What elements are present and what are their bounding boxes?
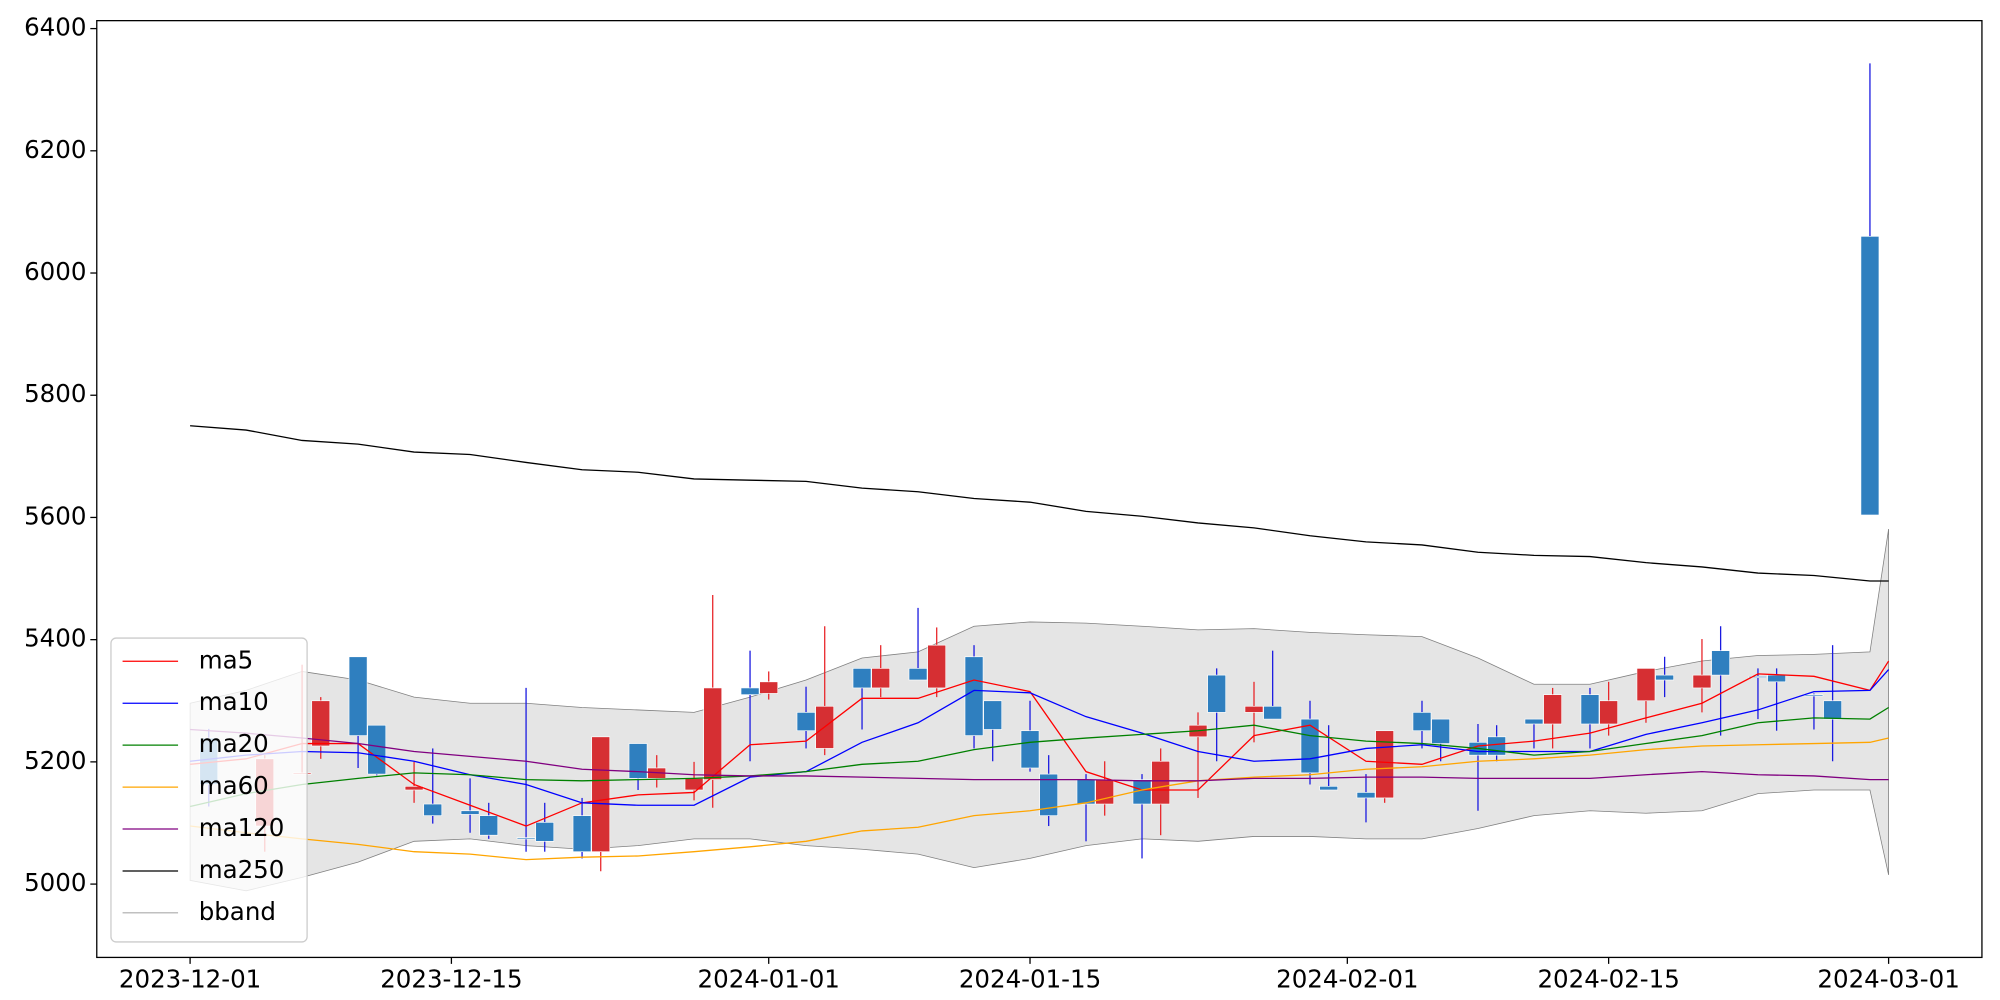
candle-body [1692,674,1712,689]
x-tick-label: 2024-01-01 [698,965,840,994]
candle-body [1804,694,1824,697]
legend-label: ma250 [199,855,285,884]
candle-body [572,815,592,853]
candle-body [703,687,723,780]
ma-line [190,669,1890,806]
candle-body [1711,650,1730,676]
legend-box [110,637,308,943]
y-tick-label: 5200 [24,746,86,775]
y-tick-label: 6400 [24,13,86,42]
legend-label: bband [199,897,276,926]
plot-area [189,63,1890,892]
candle-body [1263,705,1283,720]
candle-body [1319,785,1339,791]
candle-body [311,700,331,747]
plot-frame [96,20,1983,959]
candle-body [1039,773,1059,816]
ma-line [190,737,1889,861]
candle-body [1487,736,1507,756]
candle-body [1020,730,1040,769]
candle-body [1823,700,1842,720]
legend-label: ma10 [199,687,269,716]
ma-line [190,425,1889,582]
legend-label: ma60 [199,771,269,800]
candle-body [1412,712,1432,732]
candle-body [535,822,555,842]
candle-body [684,778,704,791]
candle-body [908,668,928,681]
y-tick-label: 5000 [24,868,86,897]
candle-body [983,700,1003,730]
x-tick-label: 2023-12-15 [380,965,522,994]
candle-body [1580,694,1600,725]
candle-body [796,712,816,732]
candle-body [852,668,872,689]
candle-body [1076,779,1096,805]
candle-body [1207,674,1227,713]
ma-line [190,660,1890,827]
y-tick-label: 6200 [24,135,86,164]
candle-body [367,724,387,775]
candle-body [1599,700,1618,725]
candle-body [516,837,536,840]
candle-body [1748,676,1768,678]
candle-body [964,656,984,736]
y-tick-label: 5600 [24,501,86,530]
candle-body [1543,694,1562,725]
bollinger-band [189,528,1889,892]
y-tick-label: 6000 [24,257,86,286]
y-tick-label: 5400 [24,624,86,653]
candle-body [1767,674,1786,683]
candle-body [759,681,779,694]
candle-body [927,644,947,689]
candle-body [1524,718,1544,725]
candle-body [591,736,611,853]
candle-body [1300,718,1320,774]
x-tick-label: 2024-02-01 [1276,965,1418,994]
candle-body [871,668,891,689]
candle-body [1636,668,1656,702]
candle-body [1375,730,1395,799]
legend-label: ma120 [199,813,285,842]
x-tick-label: 2024-01-15 [959,965,1101,994]
candle-body [479,815,499,836]
candle-body [1244,705,1264,713]
candle-body [1655,674,1674,681]
candle-body [1431,718,1451,744]
x-tick-label: 2024-02-15 [1537,965,1679,994]
y-tick-label: 5800 [24,379,86,408]
candle-body [348,656,368,736]
legend-label: ma5 [199,645,253,674]
candle-body [1151,760,1171,805]
ma-line [189,706,1889,808]
x-tick-label: 2023-12-01 [119,965,261,994]
ma-line [190,728,1889,782]
candle-body [628,743,648,779]
candle-body [460,810,480,815]
candle-body [423,803,443,816]
legend: ma5 ma10 ma20 ma60 ma120 ma250 bband [110,637,308,943]
candle-body [1860,236,1880,516]
x-tick-label: 2024-03-01 [1817,965,1959,994]
legend-label: ma20 [199,729,269,758]
candle-body [740,687,760,695]
candle-body [1356,792,1376,799]
